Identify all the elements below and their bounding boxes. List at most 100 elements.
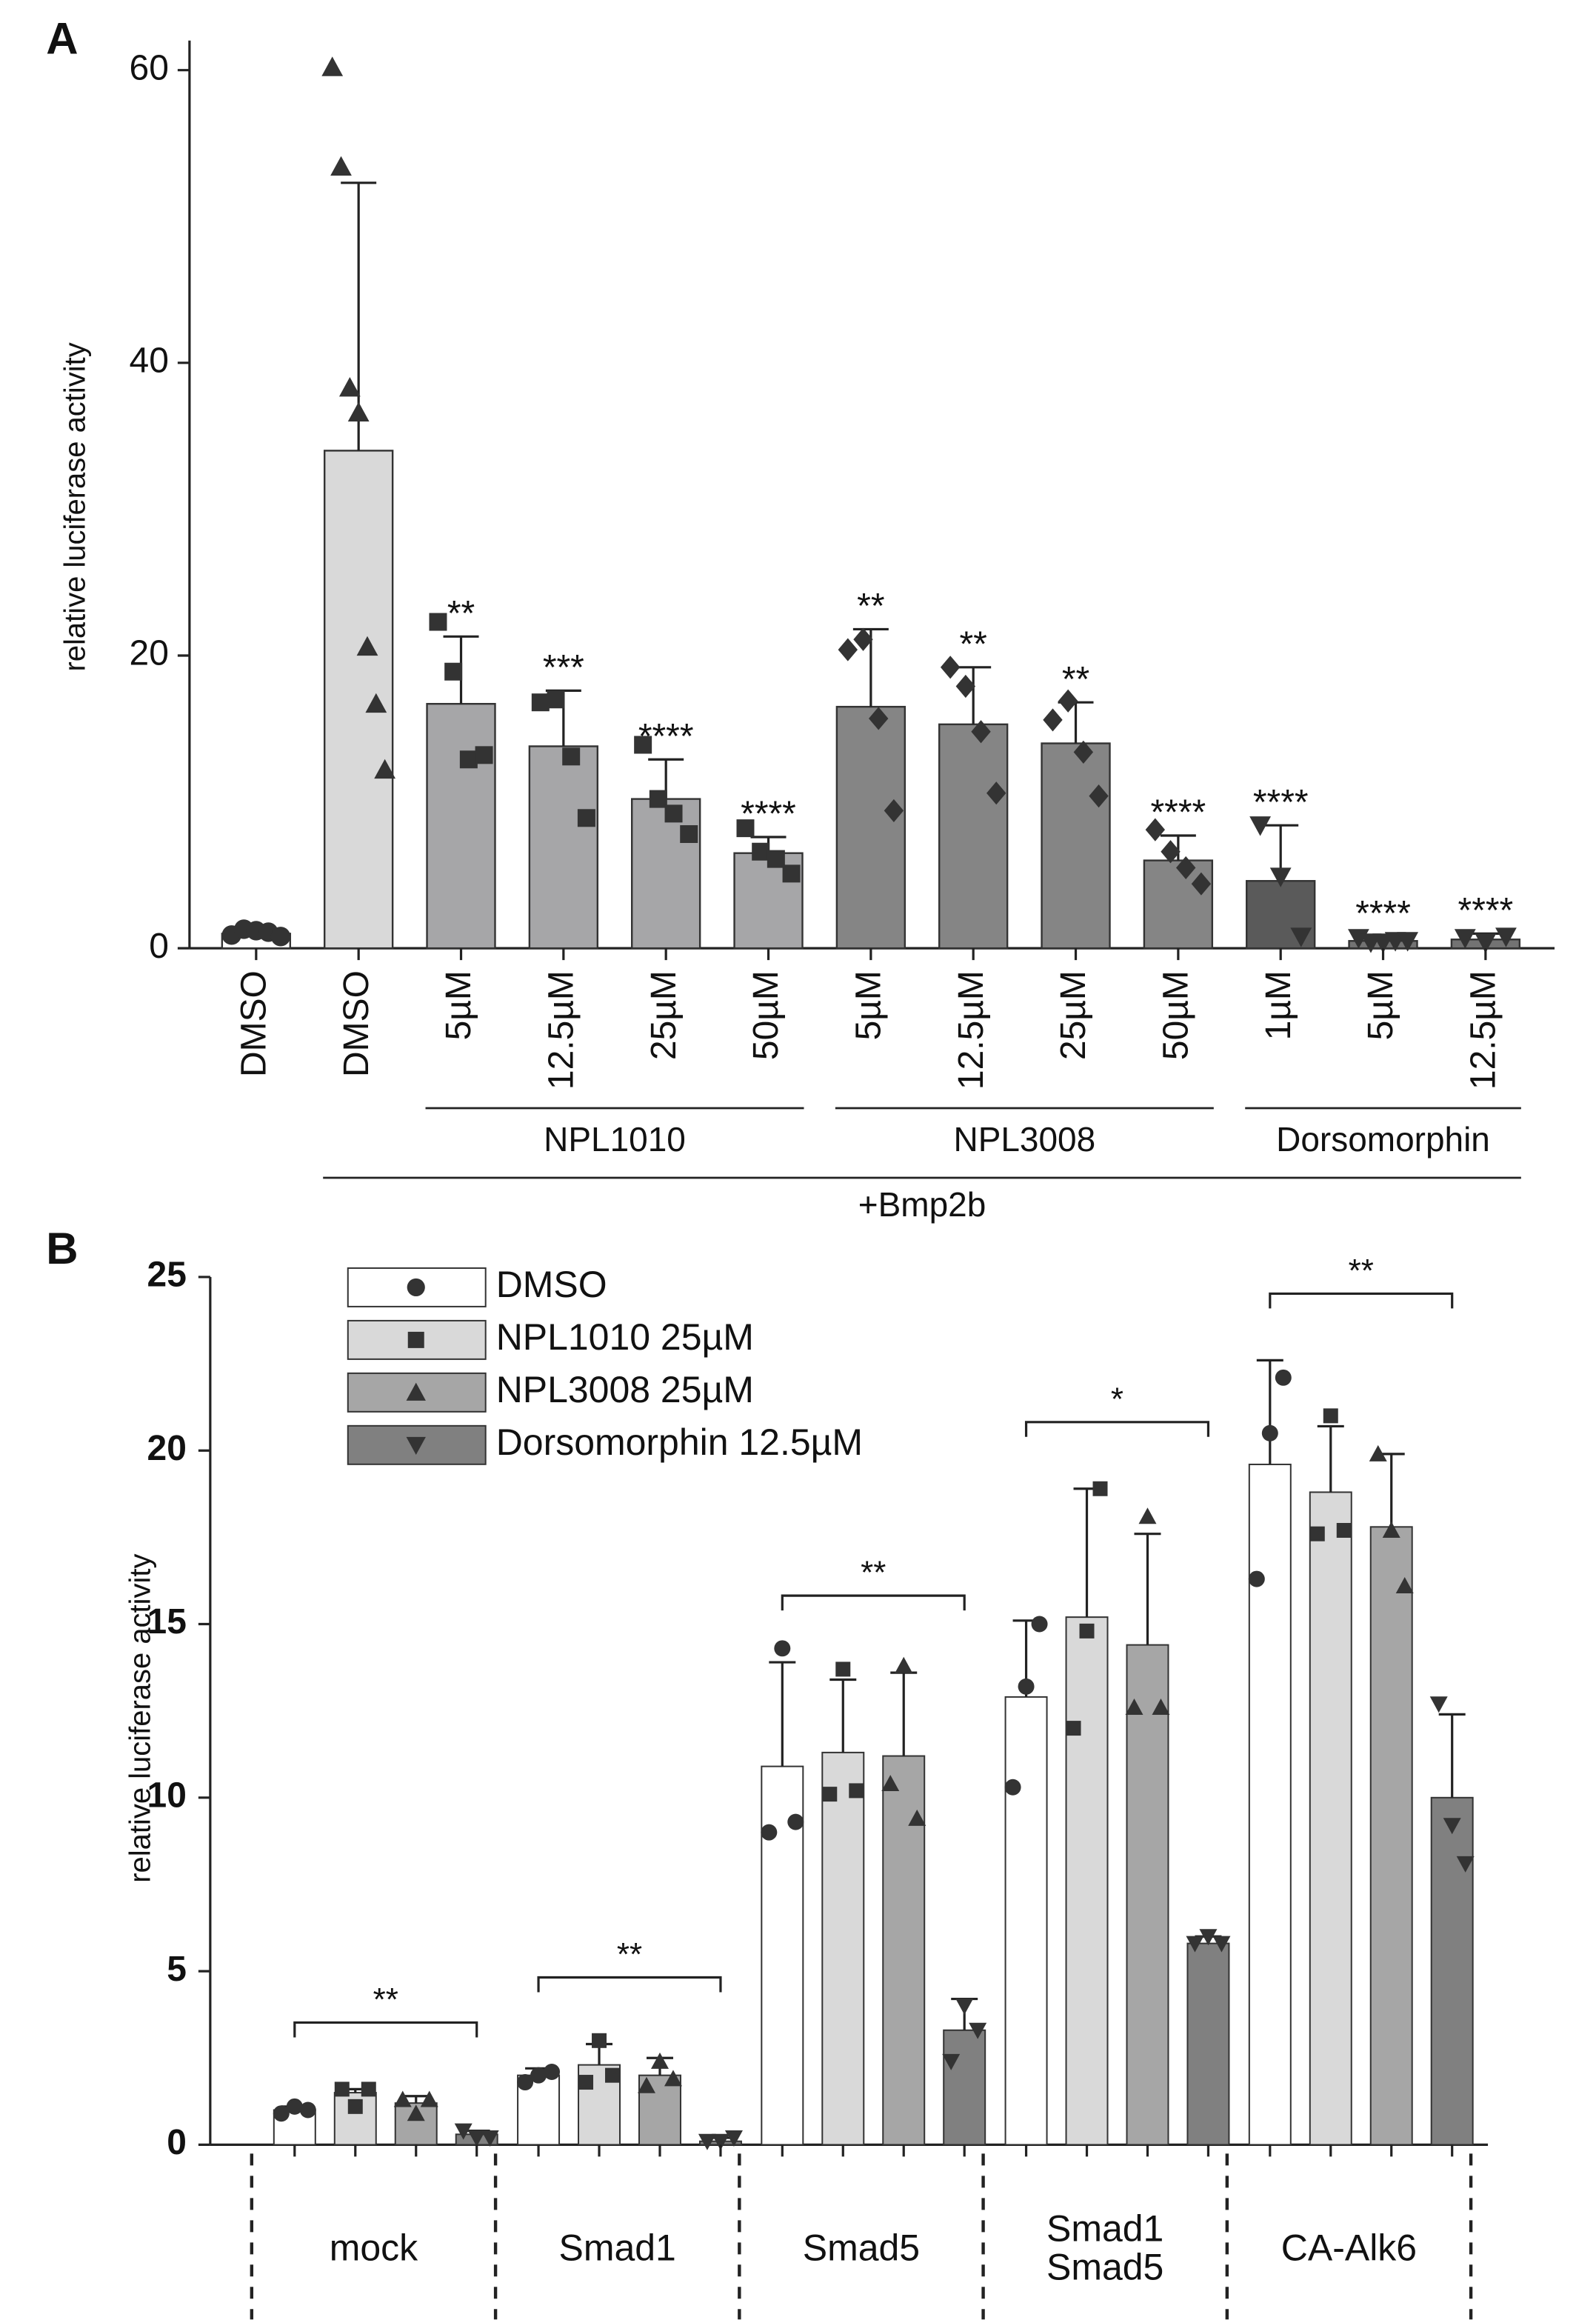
data-point <box>940 656 961 679</box>
data-point <box>736 819 755 838</box>
data-point <box>782 864 801 883</box>
data-point <box>881 1775 900 1792</box>
data-point <box>698 2133 716 2150</box>
data-point <box>986 781 1006 805</box>
data-point <box>1058 689 1078 713</box>
x-tick-label: 1µM <box>1259 970 1298 1040</box>
data-point <box>270 927 291 947</box>
data-point <box>1199 1929 1218 1946</box>
data-point <box>577 809 595 827</box>
y-axis-label: relative luciferase activity <box>124 1554 156 1883</box>
y-tick-label: 10 <box>147 1776 187 1815</box>
x-tick-label: 25µM <box>1054 970 1093 1060</box>
significance: * <box>1111 1381 1123 1417</box>
data-point <box>1269 867 1292 887</box>
data-point <box>1336 1522 1352 1538</box>
significance-bracket <box>1024 1421 1210 1437</box>
bar <box>1430 1796 1474 2146</box>
x-category: Smad1 Smad5 <box>1046 2207 1164 2289</box>
x-category: CA-Alk6 <box>1281 2227 1418 2270</box>
x-category: mock <box>330 2229 418 2268</box>
data-point <box>459 750 478 769</box>
significance: ** <box>861 1555 886 1591</box>
data-point <box>908 1809 926 1826</box>
legend-label: DMSO <box>496 1264 607 1305</box>
x-tick-wrap: Smad1 <box>495 2189 739 2307</box>
data-point <box>481 2130 499 2147</box>
legend-marker <box>407 1331 424 1348</box>
y-tick-label: 0 <box>167 2123 187 2162</box>
significance: ** <box>857 587 884 626</box>
bar <box>1004 1696 1048 2146</box>
data-point <box>774 1640 791 1657</box>
x-tick-wrap: Smad5 <box>739 2189 983 2307</box>
data-point <box>1043 708 1063 732</box>
x-category: Smad1 <box>495 2189 739 2307</box>
x-tick-label: 50µM <box>747 970 786 1060</box>
data-point <box>638 2076 655 2093</box>
data-point <box>273 2105 290 2122</box>
data-point <box>530 2067 547 2084</box>
data-point <box>664 804 683 823</box>
group-label: NPL3008 <box>954 1120 1096 1159</box>
data-point <box>1031 1616 1048 1633</box>
data-point <box>334 2081 350 2097</box>
significance: *** <box>543 648 584 687</box>
data-point <box>1495 927 1517 947</box>
x-category: Smad5 <box>739 2189 983 2307</box>
panel-label: A <box>46 14 78 64</box>
bar <box>426 702 496 950</box>
data-point <box>1249 816 1272 836</box>
data-point <box>664 2070 682 2087</box>
significance: ** <box>617 1936 642 1973</box>
legend-label: NPL1010 25µM <box>496 1316 754 1358</box>
data-point <box>869 707 889 730</box>
data-point <box>1138 1507 1157 1524</box>
data-point <box>680 825 698 844</box>
data-point <box>1176 856 1196 880</box>
data-point <box>361 2081 376 2097</box>
data-point <box>634 736 652 754</box>
data-point <box>517 2074 534 2091</box>
data-point <box>605 2067 621 2083</box>
x-tick-label: 25µM <box>644 970 684 1060</box>
x-tick-label: Smad1 Smad5 <box>1046 2207 1164 2289</box>
legend-marker <box>407 1278 425 1297</box>
data-point <box>1443 1818 1461 1835</box>
data-point <box>1186 1936 1204 1953</box>
significance: **** <box>1253 783 1309 822</box>
legend-label: NPL3008 25µM <box>496 1369 754 1410</box>
data-point <box>330 156 352 176</box>
data-point <box>299 2101 316 2119</box>
data-point <box>1212 1936 1231 1953</box>
significance-bracket <box>1269 1292 1454 1309</box>
data-point <box>1382 1521 1400 1538</box>
x-tick-label: CA-Alk6 <box>1281 2227 1418 2270</box>
data-point <box>1145 818 1166 841</box>
bar <box>528 745 599 950</box>
data-point <box>884 799 904 823</box>
x-tick-label: 5µM <box>439 970 478 1040</box>
data-point <box>475 746 493 764</box>
data-point <box>544 2063 561 2080</box>
data-point <box>1369 1444 1387 1461</box>
data-point <box>420 2090 438 2107</box>
y-tick-label: 5 <box>167 1950 187 1989</box>
data-point <box>356 636 378 656</box>
data-point <box>338 377 361 397</box>
significance: ** <box>1062 660 1089 699</box>
data-point <box>1152 1698 1170 1715</box>
data-point <box>787 1813 804 1830</box>
data-point <box>1125 1698 1143 1715</box>
data-point <box>1066 1721 1081 1736</box>
data-point <box>1079 1623 1095 1639</box>
data-point <box>650 2052 669 2069</box>
data-point <box>895 1656 913 1673</box>
legend-label: Dorsomorphin 12.5µM <box>496 1421 863 1463</box>
data-point <box>1309 1526 1325 1541</box>
data-point <box>1323 1408 1338 1424</box>
data-point <box>1004 1779 1021 1796</box>
x-tick-label: 5µM <box>849 970 889 1040</box>
data-point <box>1018 1678 1035 1695</box>
